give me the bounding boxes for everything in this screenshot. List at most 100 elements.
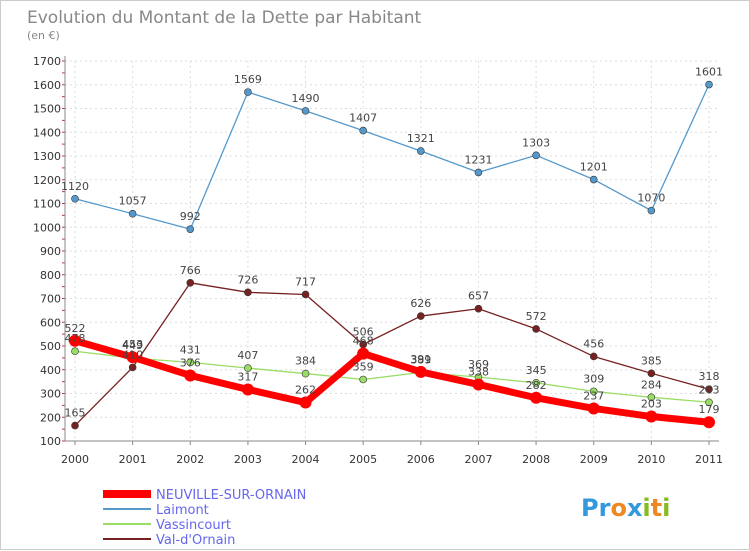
data-label-val-d-ornain-2008: 572: [526, 310, 547, 323]
x-tick-label-2004: 2004: [292, 453, 320, 466]
point-neuville-sur-ornain-2009: [587, 402, 600, 415]
data-label-vassincourt-2005: 359: [353, 360, 374, 373]
point-vassincourt-2005: [359, 375, 367, 384]
x-tick-label-2009: 2009: [580, 453, 608, 466]
legend-label-neuville-sur-ornain: NEUVILLE-SUR-ORNAIN: [156, 488, 306, 503]
point-neuville-sur-ornain-2008: [530, 391, 543, 404]
data-label-val-d-ornain-2007: 657: [468, 290, 489, 303]
point-vassincourt-2008: [532, 379, 540, 387]
y-tick-label-1300: 1300: [33, 150, 61, 163]
series-group: [69, 80, 715, 430]
y-tick-label-200: 200: [40, 411, 61, 424]
y-tick-label-400: 400: [40, 364, 61, 377]
point-neuville-sur-ornain-2011: [703, 416, 715, 429]
x-tick-label-2007: 2007: [464, 453, 492, 466]
grid: [65, 60, 719, 442]
data-label-val-d-ornain-2001: 410: [122, 348, 143, 361]
legend-label-val-d-ornain: Val-d'Ornain: [156, 533, 235, 548]
data-label-neuville-sur-ornain-2000: 522: [65, 322, 86, 335]
point-laimont-2010: [647, 206, 656, 215]
series-line-neuville-sur-ornain: [74, 337, 710, 426]
data-label-laimont-2002: 992: [180, 210, 201, 223]
logo-letter: P: [581, 494, 599, 522]
data-label-laimont-2008: 1303: [522, 136, 550, 149]
y-tick-label-1500: 1500: [33, 103, 61, 116]
point-laimont-2009: [589, 175, 598, 184]
logo-letter: x: [627, 494, 643, 522]
x-tick-label-2003: 2003: [234, 453, 262, 466]
data-label-neuville-sur-ornain-2009: 237: [583, 389, 604, 402]
logo-letter: r: [599, 494, 611, 522]
x-tick-label-2011: 2011: [695, 453, 723, 466]
data-label-neuville-sur-ornain-2002: 376: [180, 356, 201, 369]
legend: NEUVILLE-SUR-ORNAINLaimontVassincourtVal…: [103, 488, 306, 548]
point-laimont-2002: [186, 225, 195, 233]
y-tick-label-300: 300: [40, 388, 61, 401]
data-labels: 1120 1057 992 1569 1490 1407 1321 1231 1303 1201 1…: [61, 66, 723, 420]
point-neuville-sur-ornain-2006: [414, 365, 427, 378]
x-tick-label-2005: 2005: [349, 453, 377, 466]
point-vassincourt-2011: [705, 398, 713, 407]
data-label-neuville-sur-ornain-2004: 262: [295, 384, 316, 397]
point-neuville-sur-ornain-2002: [184, 369, 197, 382]
axes: 1002003004005006007008009001000110012001…: [33, 55, 723, 466]
point-val-d-ornain-2010: [647, 369, 656, 378]
data-label-val-d-ornain-2005: 506: [353, 326, 374, 339]
data-label-vassincourt-2000: 478: [65, 332, 86, 345]
y-tick-label-700: 700: [40, 293, 61, 306]
point-laimont-2003: [244, 88, 252, 96]
point-val-d-ornain-2003: [244, 288, 252, 297]
point-neuville-sur-ornain-2005: [357, 347, 370, 360]
data-label-laimont-2007: 1231: [464, 153, 492, 166]
logo-letter: o: [610, 494, 627, 522]
point-val-d-ornain-2007: [474, 304, 483, 313]
data-label-vassincourt-2009: 309: [583, 372, 604, 385]
point-val-d-ornain-2009: [589, 352, 598, 361]
point-vassincourt-2002: [186, 358, 195, 367]
x-tick-label-2008: 2008: [522, 453, 550, 466]
legend-label-vassincourt: Vassincourt: [156, 518, 231, 533]
data-label-val-d-ornain-2011: 318: [699, 370, 720, 383]
point-neuville-sur-ornain-2000: [69, 334, 81, 347]
series-line-val-d-ornain: [74, 282, 710, 427]
data-label-vassincourt-2011: 263: [699, 383, 720, 396]
point-vassincourt-2004: [301, 369, 310, 378]
data-label-laimont-2011: 1601: [695, 66, 723, 79]
y-tick-label-1100: 1100: [33, 198, 61, 211]
point-laimont-2004: [301, 107, 310, 115]
point-val-d-ornain-2011: [705, 385, 713, 394]
data-label-vassincourt-2002: 431: [180, 343, 201, 356]
point-laimont-2005: [359, 126, 367, 135]
logo-letter: t: [651, 494, 662, 522]
chart-subtitle: (en €): [27, 29, 60, 42]
point-neuville-sur-ornain-2004: [299, 396, 312, 409]
data-label-val-d-ornain-2002: 766: [180, 264, 201, 277]
point-laimont-2008: [532, 151, 540, 160]
point-neuville-sur-ornain-2003: [241, 383, 254, 396]
legend-label-laimont: Laimont: [156, 503, 209, 518]
point-neuville-sur-ornain-2001: [126, 351, 139, 364]
point-val-d-ornain-2004: [301, 290, 310, 299]
series-line-vassincourt: [74, 350, 710, 403]
point-laimont-2000: [71, 194, 79, 203]
y-tick-label-800: 800: [40, 269, 61, 282]
y-tick-label-600: 600: [40, 316, 61, 329]
data-label-laimont-2010: 1070: [637, 192, 665, 205]
data-label-vassincourt-2001: 449: [122, 339, 143, 352]
data-label-neuville-sur-ornain-2010: 203: [641, 398, 662, 411]
x-tick-label-2002: 2002: [176, 453, 204, 466]
data-label-laimont-2006: 1321: [407, 132, 435, 145]
y-tick-label-500: 500: [40, 340, 61, 353]
y-tick-label-900: 900: [40, 245, 61, 258]
data-label-val-d-ornain-2000: 165: [65, 407, 86, 420]
point-val-d-ornain-2008: [532, 325, 540, 333]
data-label-neuville-sur-ornain-2001: 453: [122, 338, 143, 351]
y-tick-label-1600: 1600: [33, 79, 61, 92]
point-laimont-2001: [128, 209, 137, 218]
data-label-neuville-sur-ornain-2005: 468: [353, 335, 374, 348]
data-label-vassincourt-2003: 407: [237, 349, 258, 362]
data-label-val-d-ornain-2006: 626: [410, 297, 431, 310]
data-label-neuville-sur-ornain-2006: 391: [410, 353, 431, 366]
point-val-d-ornain-2006: [417, 312, 425, 320]
